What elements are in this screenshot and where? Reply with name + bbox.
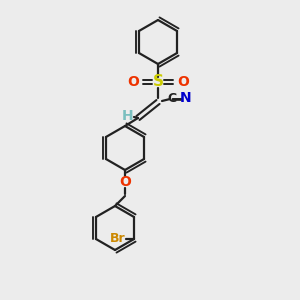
Text: O: O: [127, 75, 139, 89]
Text: H: H: [122, 109, 134, 123]
Text: O: O: [119, 175, 131, 189]
Text: Br: Br: [110, 232, 126, 245]
Text: S: S: [152, 74, 164, 89]
Text: C: C: [167, 92, 177, 106]
Text: O: O: [177, 75, 189, 89]
Text: N: N: [180, 91, 192, 105]
